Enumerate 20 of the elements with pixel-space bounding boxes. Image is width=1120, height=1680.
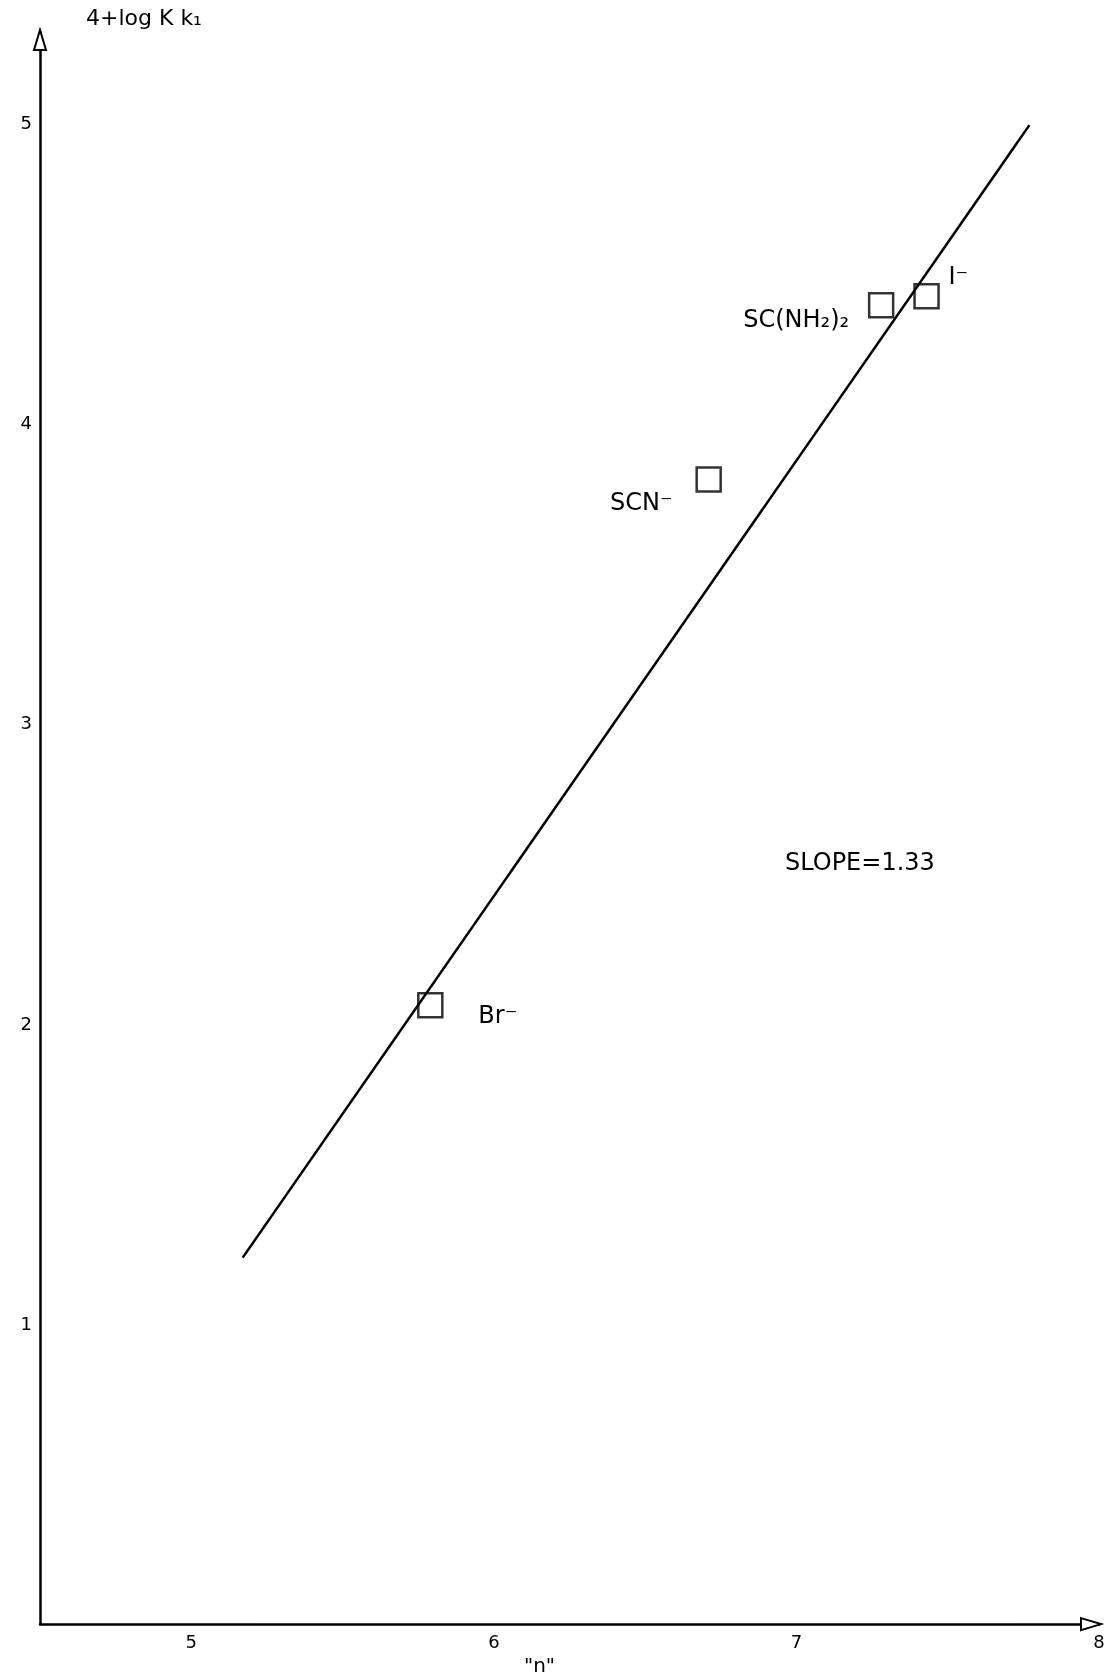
y-tick-label: 2	[20, 1012, 32, 1034]
annotation: Br⁻	[478, 1001, 518, 1030]
annotation: I⁻	[948, 262, 969, 291]
point	[695, 466, 722, 493]
y-tick-label: 1	[20, 1313, 32, 1335]
y-tick-label: 4	[20, 412, 32, 434]
annotation: SC(NH₂)₂	[743, 305, 850, 334]
x-tick-label: 8	[1093, 1630, 1105, 1652]
annotation: SLOPE=1.33	[785, 848, 935, 876]
point	[867, 292, 895, 319]
point	[913, 283, 940, 310]
x-axis-title: "n"	[523, 1653, 556, 1677]
y-tick-label: 3	[20, 712, 32, 734]
x-tick-label: 7	[790, 1630, 803, 1652]
y-tick-label: 5	[20, 111, 32, 133]
x-tick-label: 5	[185, 1630, 198, 1652]
y-axis-title: 4+log K k₁	[86, 4, 202, 30]
annotation: SCN⁻	[610, 487, 673, 516]
x-tick-label: 6	[488, 1630, 500, 1652]
point	[417, 992, 444, 1019]
